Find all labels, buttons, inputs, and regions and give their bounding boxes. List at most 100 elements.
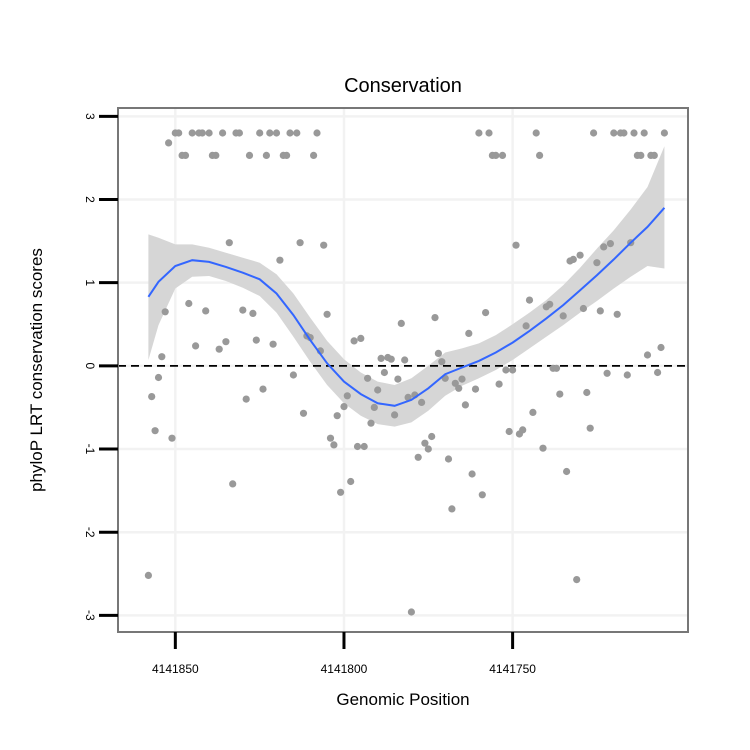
data-point — [323, 310, 331, 318]
data-point — [283, 151, 291, 159]
data-point — [407, 608, 415, 616]
data-point — [404, 393, 412, 401]
data-point — [165, 139, 173, 147]
data-point — [495, 380, 503, 388]
data-point — [610, 129, 618, 137]
data-point — [455, 384, 463, 392]
x-tick-label: 4141850 — [152, 662, 199, 676]
data-point — [343, 392, 351, 400]
data-point — [225, 239, 233, 247]
data-point — [222, 338, 230, 346]
data-point — [424, 445, 432, 453]
data-point — [387, 355, 395, 363]
data-point — [444, 455, 453, 463]
data-point — [630, 129, 638, 137]
data-point — [502, 366, 510, 374]
data-point — [229, 480, 237, 488]
data-point — [151, 427, 159, 435]
y-tick-label: 2 — [83, 196, 97, 203]
data-point — [485, 129, 493, 137]
data-point — [266, 129, 274, 137]
y-tick-label: 3 — [83, 113, 97, 120]
data-point — [421, 439, 429, 447]
data-point — [202, 307, 210, 315]
data-point — [252, 336, 260, 344]
data-point — [546, 300, 554, 308]
data-point — [448, 505, 456, 513]
data-point — [593, 259, 601, 267]
data-point — [522, 322, 530, 330]
data-point — [600, 243, 608, 251]
data-point — [640, 129, 648, 137]
y-tick-label: -1 — [83, 444, 97, 455]
data-point — [154, 373, 163, 382]
data-point — [370, 403, 378, 411]
data-point — [360, 442, 368, 451]
smooth-line-layer — [147, 207, 666, 407]
data-point — [168, 434, 176, 442]
data-point — [256, 129, 264, 137]
data-point — [245, 151, 254, 159]
data-point — [377, 354, 385, 362]
data-point — [438, 358, 446, 366]
data-point — [606, 240, 615, 248]
data-point — [418, 398, 426, 406]
data-point — [215, 345, 223, 353]
confidence-band — [148, 146, 665, 427]
axes-layer: 4141850 4141800 4141750 -3 -2 -1 0 1 2 3 — [83, 113, 536, 676]
data-point — [401, 356, 409, 364]
data-point — [512, 241, 520, 249]
data-point — [313, 129, 321, 137]
y-axis-title: phyloP LRT conservation scores — [27, 248, 46, 492]
data-point — [657, 343, 665, 352]
data-point — [505, 427, 513, 436]
data-point — [482, 309, 490, 317]
data-point — [367, 419, 375, 427]
smooth-trend-line — [147, 207, 666, 407]
data-point — [519, 426, 527, 434]
data-point — [235, 129, 243, 137]
data-point — [144, 571, 152, 580]
data-point — [643, 351, 652, 359]
data-point — [364, 374, 372, 382]
data-point — [660, 129, 669, 137]
data-point — [259, 385, 267, 393]
data-point — [380, 368, 388, 377]
x-axis-title: Genomic Position — [336, 690, 469, 709]
data-point — [198, 129, 206, 137]
data-point — [623, 371, 631, 379]
data-point — [569, 255, 577, 263]
data-point — [650, 151, 658, 159]
data-point — [613, 310, 621, 318]
data-point — [219, 129, 227, 137]
y-tick-label: -3 — [83, 610, 97, 621]
data-point — [310, 151, 318, 159]
data-point — [536, 151, 544, 159]
data-point — [563, 467, 571, 476]
data-point — [397, 319, 405, 327]
data-point — [576, 251, 584, 259]
data-point — [468, 470, 476, 478]
data-point — [239, 306, 247, 314]
data-point — [428, 432, 436, 441]
data-point — [181, 151, 190, 159]
data-point — [188, 129, 196, 137]
data-point — [573, 576, 581, 584]
data-point — [620, 129, 628, 137]
y-tick-label: 0 — [83, 362, 97, 369]
data-point — [475, 129, 483, 137]
data-point — [525, 296, 534, 304]
data-point — [353, 442, 362, 451]
data-point — [276, 256, 284, 264]
data-point — [175, 129, 183, 137]
data-point — [185, 299, 193, 308]
data-point — [583, 388, 591, 397]
data-point — [434, 349, 442, 357]
data-point — [539, 444, 547, 452]
data-point — [414, 453, 422, 461]
data-point — [596, 307, 604, 315]
data-point — [242, 395, 250, 403]
data-point — [532, 129, 540, 137]
data-point — [637, 151, 645, 159]
